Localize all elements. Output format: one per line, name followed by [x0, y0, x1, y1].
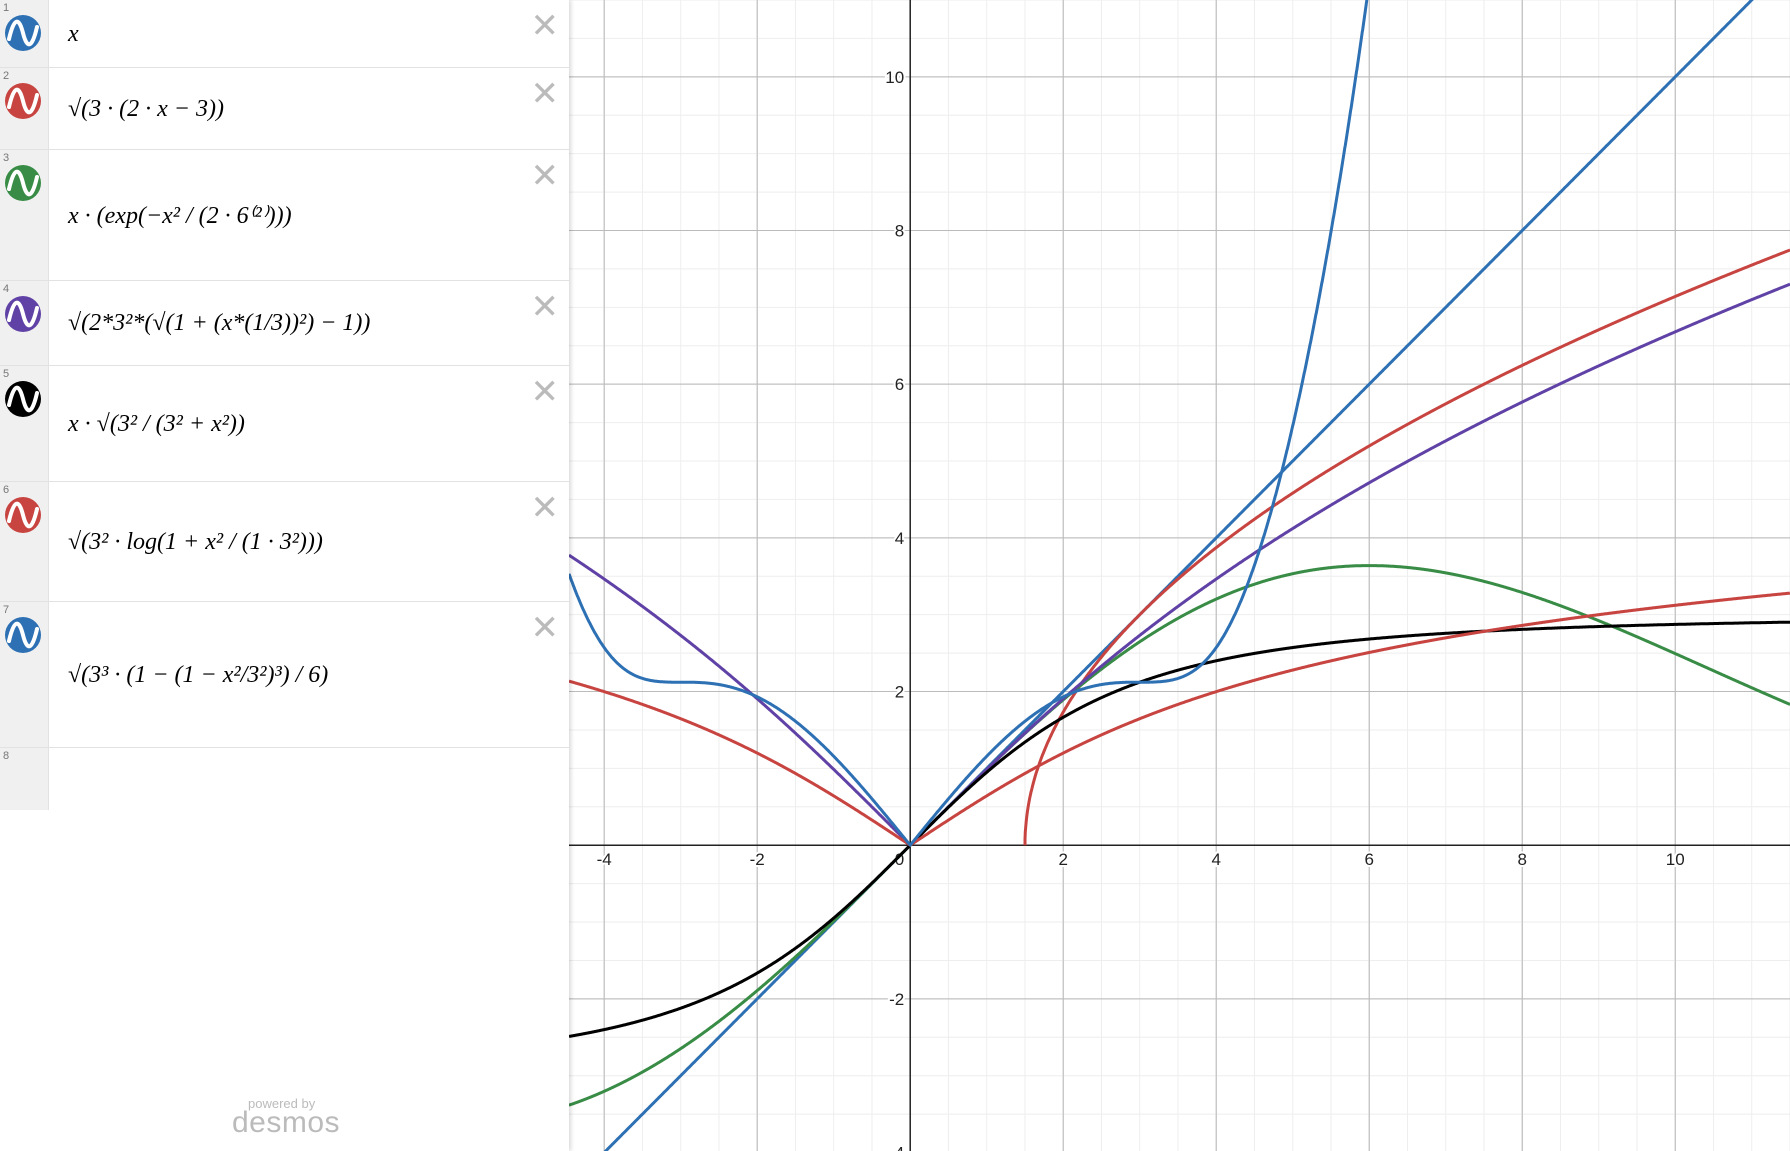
row-number: 1 [3, 2, 10, 14]
row-strip [0, 748, 49, 810]
x-tick-label: 8 [1518, 850, 1527, 869]
row-number: 3 [3, 152, 10, 164]
y-tick-label: -2 [889, 990, 904, 1009]
row-number: 8 [3, 750, 10, 762]
expression: x · √(3² / (3² + x²)) [68, 410, 245, 437]
x-tick-label: 6 [1364, 850, 1373, 869]
delete-button[interactable]: ✕ [530, 608, 560, 648]
origin-label: 0 [895, 850, 904, 869]
curve [569, 564, 1790, 1107]
expression-row: 2 √(3 · (2 · x − 3)) ✕ [0, 68, 569, 150]
delete-button[interactable]: ✕ [530, 372, 560, 412]
row-number: 2 [3, 70, 10, 82]
brand: desmos [232, 1106, 341, 1139]
color-icon[interactable] [3, 615, 43, 655]
icon-wave [7, 19, 39, 47]
icon-wave [7, 385, 39, 413]
expression-row: 5 x · √(3² / (3² + x²)) ✕ [0, 366, 569, 482]
icon-wave [7, 300, 39, 328]
expression-row: 1 x ✕ [0, 0, 569, 68]
curve [603, 0, 1754, 1151]
expression: √(3 · (2 · x − 3)) [68, 95, 224, 122]
curve [569, 0, 1369, 848]
x-tick-label: -4 [597, 850, 612, 869]
color-icon[interactable] [3, 294, 43, 334]
curve [1023, 248, 1790, 846]
curve [569, 282, 1790, 847]
delete-button[interactable]: ✕ [530, 287, 560, 327]
x-tick-label: 2 [1058, 850, 1067, 869]
expression: √(3² · log(1 + x² / (1 · 3²))) [68, 528, 323, 555]
y-tick-label: 4 [895, 529, 904, 548]
y-tick-label: 6 [895, 375, 904, 394]
expression: x [68, 20, 79, 47]
color-icon[interactable] [3, 13, 43, 53]
color-icon[interactable] [3, 163, 43, 203]
expression-row: 8 [0, 748, 569, 810]
row-number: 5 [3, 368, 10, 380]
expression-list: powered by desmos 1 x ✕ 2 √(3 · (2 · x − 3))… [0, 0, 569, 1151]
color-icon[interactable] [3, 379, 43, 419]
expression-row: 3 x · (exp(−x² / (2 · 6⁽²⁾))) ✕ [0, 150, 569, 281]
y-tick-label: 10 [885, 68, 904, 87]
expression-row: 6 √(3² · log(1 + x² / (1 · 3²))) ✕ [0, 482, 569, 602]
icon-wave [7, 501, 39, 529]
y-tick-label: 2 [895, 683, 904, 702]
color-icon[interactable] [3, 81, 43, 121]
y-tick-label: -4 [889, 1144, 904, 1151]
expression-row: 4 √(2*3²*(√(1 + (x*(1/3))²) − 1)) ✕ [0, 281, 569, 366]
expression: √(3³ · (1 − (1 − x²/3²)³) / 6) [68, 661, 329, 688]
row-number: 6 [3, 484, 10, 496]
delete-button[interactable]: ✕ [530, 156, 560, 196]
y-tick-label: 8 [895, 222, 904, 241]
x-tick-label: 4 [1211, 850, 1220, 869]
curve [569, 591, 1790, 848]
delete-button[interactable]: ✕ [530, 488, 560, 528]
icon-wave [7, 87, 39, 115]
icon-wave [7, 621, 39, 649]
delete-button[interactable]: ✕ [530, 74, 560, 114]
delete-button[interactable]: ✕ [530, 6, 560, 46]
curve [569, 620, 1790, 1038]
powered-by: powered by [248, 1096, 316, 1111]
row-number: 4 [3, 283, 10, 295]
color-icon[interactable] [3, 495, 43, 535]
expression: √(2*3²*(√(1 + (x*(1/3))²) − 1)) [68, 310, 371, 336]
x-tick-label: -2 [750, 850, 765, 869]
expression-row: 7 √(3³ · (1 − (1 − x²/3²)³) / 6) ✕ [0, 602, 569, 748]
row-number: 7 [3, 604, 10, 616]
x-tick-label: 10 [1666, 850, 1685, 869]
expression: x · (exp(−x² / (2 · 6⁽²⁾))) [68, 203, 292, 229]
icon-wave [7, 169, 39, 197]
